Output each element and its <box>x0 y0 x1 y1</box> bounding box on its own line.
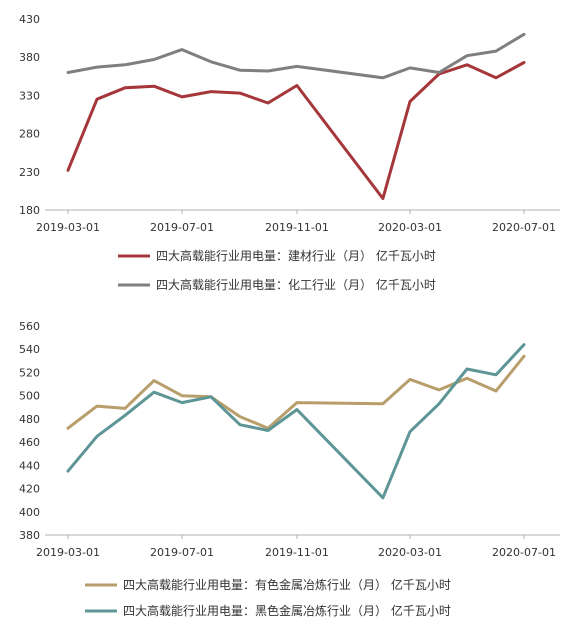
y-tick-label: 560 <box>19 320 40 333</box>
y-tick-label: 440 <box>19 459 40 472</box>
y-tick-label: 500 <box>19 390 40 403</box>
x-tick-label: 2019-07-01 <box>150 221 214 234</box>
x-tick-label: 2019-11-01 <box>265 221 329 234</box>
x-tick-label: 2020-03-01 <box>378 546 442 559</box>
y-tick-label: 480 <box>19 413 40 426</box>
x-tick-label: 2019-11-01 <box>265 546 329 559</box>
legend-label: 四大高载能行业用电量：黑色金属冶炼行业（月） 亿千瓦小时 <box>123 603 451 618</box>
y-tick-label: 330 <box>19 89 40 102</box>
series-line-1 <box>66 354 526 430</box>
x-tick-label: 2019-07-01 <box>150 546 214 559</box>
y-tick-label: 380 <box>19 529 40 542</box>
y-tick-label: 400 <box>19 506 40 519</box>
series-line-1 <box>66 61 526 200</box>
series-line-2 <box>66 32 526 80</box>
x-tick-label: 2020-07-01 <box>492 546 556 559</box>
y-tick-label: 460 <box>19 436 40 449</box>
y-tick-label: 430 <box>19 13 40 26</box>
y-tick-label: 280 <box>19 128 40 141</box>
y-tick-label: 420 <box>19 483 40 496</box>
y-tick-label: 380 <box>19 51 40 64</box>
x-tick-label: 2019-03-01 <box>36 221 100 234</box>
series-line-2 <box>66 343 526 500</box>
legend-label: 四大高载能行业用电量：建材行业（月） 亿千瓦小时 <box>156 248 436 263</box>
x-tick-label: 2019-03-01 <box>36 546 100 559</box>
legend-label: 四大高载能行业用电量：有色金属冶炼行业（月） 亿千瓦小时 <box>123 577 451 592</box>
y-tick-label: 520 <box>19 366 40 379</box>
x-tick-label: 2020-03-01 <box>378 221 442 234</box>
y-tick-label: 230 <box>19 166 40 179</box>
legend-label: 四大高载能行业用电量：化工行业（月） 亿千瓦小时 <box>156 277 436 292</box>
y-tick-label: 540 <box>19 343 40 356</box>
y-tick-label: 180 <box>19 204 40 217</box>
x-tick-label: 2020-07-01 <box>492 221 556 234</box>
